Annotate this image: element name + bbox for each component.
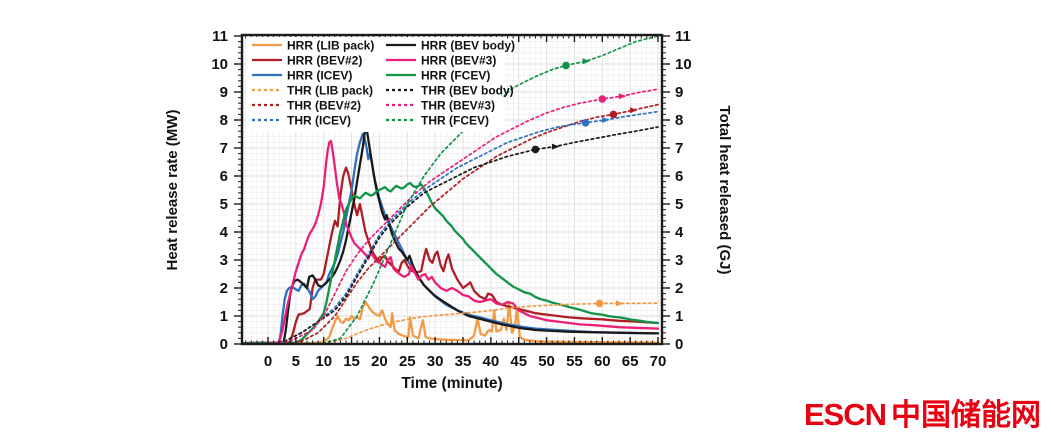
marker-dot-thr-fcev xyxy=(562,61,570,70)
y-left-tick-label: 3 xyxy=(220,252,228,269)
y-right-tick-label: 8 xyxy=(675,112,683,129)
x-tick-label: 55 xyxy=(566,353,583,370)
series-thr-lib-pack xyxy=(267,302,659,345)
marker-dot-thr-bev-2 xyxy=(609,110,618,119)
legend-label-thr-bev-3: THR (BEV#3) xyxy=(421,99,495,113)
y-left-tick-label: 11 xyxy=(212,28,228,45)
y-right-tick-label: 11 xyxy=(675,28,691,45)
series-hrr-bev-3 xyxy=(241,139,660,345)
x-tick-label: 0 xyxy=(264,353,272,370)
series-thr-icev xyxy=(267,110,659,345)
marker-arrow-thr-lib-pack xyxy=(616,300,624,307)
x-tick-label: 40 xyxy=(483,353,500,370)
y-right-tick-label: 6 xyxy=(675,168,683,185)
hrr-thr-figure: 0 5 10 15 20 25 30 35 40 45 50 55 60 65 70 0 0 1 1 2 2 3 3 4 4 5 5… xyxy=(164,28,733,392)
y-left-tick-label: 9 xyxy=(220,84,228,101)
y-left-tick-label: 7 xyxy=(220,140,228,157)
y-left-tick-label: 5 xyxy=(220,196,228,213)
legend-label-thr-fcev: THR (FCEV) xyxy=(421,114,489,128)
marker-dot-thr-bev-3 xyxy=(598,95,607,103)
legend-label-thr-icev: THR (ICEV) xyxy=(287,114,351,128)
marker-dot-thr-icev xyxy=(581,119,590,127)
marker-arrow-thr-bev-3 xyxy=(618,93,627,100)
y-right-tick-label: 2 xyxy=(675,280,683,297)
x-tick-label: 45 xyxy=(510,353,527,370)
y-left-tick-label: 10 xyxy=(211,56,228,73)
escn-logo-chinese: 中国储能网 xyxy=(891,399,1041,432)
y-left-tick-label: 0 xyxy=(220,336,228,353)
marker-arrow-thr-icev xyxy=(602,117,610,123)
marker-arrow-thr-bev-2 xyxy=(629,107,638,114)
series-hrr-bev-2 xyxy=(241,166,660,345)
x-tick-label: 70 xyxy=(650,353,667,370)
marker-dot-thr-bev-body xyxy=(531,145,540,154)
y-right-tick-label: 4 xyxy=(675,224,684,241)
y-left-tick-label: 1 xyxy=(220,308,228,325)
legend-label-hrr-lib-pack: HRR (LIB pack) xyxy=(287,39,374,53)
series-thr-bev-2 xyxy=(267,103,659,345)
series-thr-bev-3 xyxy=(267,88,659,345)
y-right-tick-label: 10 xyxy=(675,56,692,73)
y-right-tick-label: 0 xyxy=(675,336,683,353)
series-hrr-fcev xyxy=(241,181,660,345)
x-tick-label: 5 xyxy=(292,353,300,370)
x-tick-label: 15 xyxy=(343,353,360,370)
legend-background xyxy=(246,37,504,132)
y-left-tick-label: 8 xyxy=(220,112,228,129)
x-tick-label: 35 xyxy=(455,353,472,370)
legend-label-hrr-icev: HRR (ICEV) xyxy=(287,69,352,83)
x-axis-title: Time (minute) xyxy=(401,375,502,392)
y-right-tick-label: 5 xyxy=(675,196,683,213)
series-thr-bev-body xyxy=(267,126,659,345)
legend-label-thr-lib-pack: THR (LIB pack) xyxy=(287,84,373,98)
y-left-axis-title: Heat release rate (MW) xyxy=(164,110,181,271)
y-left-tick-label: 2 xyxy=(220,280,228,297)
x-tick-label: 60 xyxy=(594,353,611,370)
x-tick-label: 10 xyxy=(315,353,332,370)
legend-label-hrr-bev-3: HRR (BEV#3) xyxy=(421,54,496,68)
escn-logo: ESCN 中国储能网 xyxy=(804,390,1041,434)
legend-label-hrr-bev-2: HRR (BEV#2) xyxy=(287,54,362,68)
y-left-tick-label: 4 xyxy=(220,224,229,241)
x-tick-label: 65 xyxy=(622,353,639,370)
legend-label-hrr-bev-body: HRR (BEV body) xyxy=(421,39,515,53)
x-tick-label: 50 xyxy=(538,353,555,370)
legend-label-thr-bev-body: THR (BEV body) xyxy=(421,84,514,98)
marker-arrow-thr-bev-body xyxy=(551,143,560,150)
legend-label-hrr-fcev: HRR (FCEV) xyxy=(421,69,490,83)
legend-label-thr-bev-2: THR (BEV#2) xyxy=(287,99,361,113)
y-right-tick-label: 1 xyxy=(675,308,683,325)
y-right-tick-label: 9 xyxy=(675,84,683,101)
y-right-tick-label: 7 xyxy=(675,140,683,157)
marker-arrow-thr-fcev xyxy=(582,58,591,65)
marker-dot-thr-lib-pack xyxy=(595,299,604,308)
x-tick-label: 20 xyxy=(371,353,388,370)
y-left-tick-label: 6 xyxy=(220,168,228,185)
x-tick-label: 25 xyxy=(399,353,416,370)
y-right-tick-label: 3 xyxy=(675,252,683,269)
series-hrr-lib-pack xyxy=(241,300,660,345)
escn-logo-latin: ESCN xyxy=(803,397,887,432)
x-tick-label: 30 xyxy=(427,353,444,370)
chart-canvas: 0 5 10 15 20 25 30 35 40 45 50 55 60 65 700 01 12 23 34 45 5… xyxy=(164,28,733,392)
y-right-axis-title: Total heat released (GJ) xyxy=(716,106,733,275)
